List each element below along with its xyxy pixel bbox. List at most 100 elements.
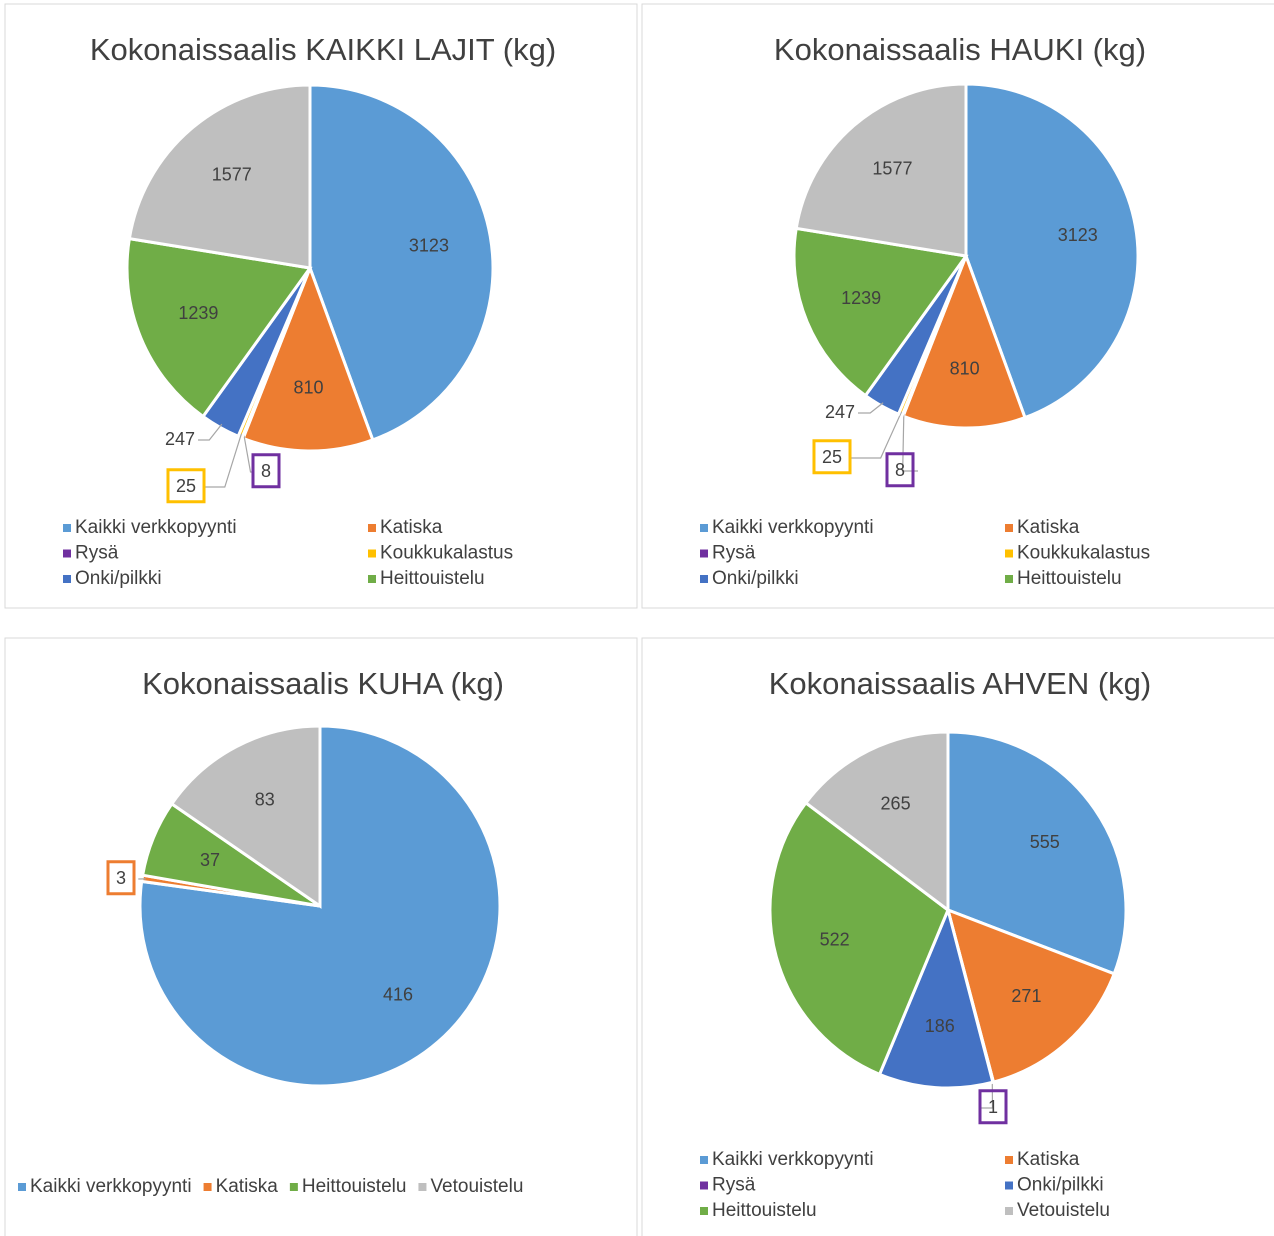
data-label: 810 — [950, 358, 980, 378]
pie-slice — [768, 800, 950, 1077]
legend-swatch — [418, 1183, 427, 1191]
data-label: 247 — [165, 429, 195, 449]
legend-label: Kaikki verkkopyynti — [30, 1176, 192, 1197]
legend-label: Onki/pilkki — [75, 568, 162, 589]
legend-label: Katiska — [216, 1176, 279, 1197]
chart-title: Kokonaissaalis KUHA (kg) — [142, 666, 504, 701]
pie-slice — [803, 730, 950, 914]
legend-label: Heittouistelu — [380, 568, 485, 589]
data-label: 1577 — [212, 165, 252, 185]
legend-label: Kaikki verkkopyynti — [712, 1149, 874, 1170]
legend-label: Heittouistelu — [1017, 568, 1122, 589]
panel — [641, 3, 1274, 609]
leader-line — [858, 402, 884, 414]
data-label: 416 — [383, 984, 413, 1004]
label-box — [812, 439, 852, 475]
pie-slice — [794, 82, 968, 258]
data-label: 555 — [1030, 832, 1060, 852]
pie-slice — [945, 907, 1117, 1084]
legend-label: Katiska — [1017, 1149, 1080, 1170]
data-label: 247 — [825, 402, 855, 422]
legend-label: Rysä — [712, 1175, 756, 1196]
pie-slice — [169, 724, 322, 909]
data-label: 25 — [176, 476, 196, 496]
legend-swatch — [368, 549, 376, 558]
legend-swatch — [1005, 1207, 1013, 1215]
legend-swatch — [1005, 575, 1013, 583]
legend-label: Koukkukalastus — [380, 543, 513, 564]
data-label: 3 — [116, 868, 126, 888]
legend-swatch — [1005, 1156, 1013, 1164]
legend-swatch — [700, 1156, 708, 1164]
pie-slice — [241, 263, 375, 453]
data-label: 271 — [1011, 986, 1041, 1006]
legend-label: Katiska — [380, 517, 443, 538]
legend-swatch — [63, 549, 71, 558]
legend-swatch — [368, 524, 376, 532]
data-label: 186 — [925, 1016, 955, 1036]
legend-swatch — [1005, 524, 1013, 532]
data-label: 1577 — [872, 158, 912, 178]
legend-swatch — [289, 1183, 298, 1191]
legend-label: Koukkukalastus — [1017, 543, 1150, 564]
data-label: 522 — [820, 930, 850, 950]
legend-label: Vetouistelu — [430, 1176, 523, 1197]
data-label: 1 — [988, 1097, 998, 1117]
legend-swatch — [700, 1181, 708, 1190]
data-label: 25 — [822, 447, 842, 467]
legend-swatch — [700, 575, 708, 583]
data-label: 1239 — [178, 303, 218, 323]
chart-title: Kokonaissaalis HAUKI (kg) — [774, 32, 1146, 67]
leader-line — [850, 411, 903, 459]
panel — [641, 637, 1274, 1236]
legend-label: Heittouistelu — [302, 1176, 407, 1197]
data-label: 3123 — [409, 236, 449, 256]
legend-label: Kaikki verkkopyynti — [712, 517, 874, 538]
label-box — [885, 452, 915, 488]
panel — [4, 3, 638, 609]
pie-slice — [127, 83, 312, 270]
pie-slice — [308, 83, 495, 442]
leader-line — [979, 1078, 994, 1109]
pie-slice — [125, 236, 313, 419]
legend-swatch — [63, 575, 71, 583]
data-label: 265 — [881, 794, 911, 814]
legend-swatch — [63, 524, 71, 532]
data-label: 810 — [294, 378, 324, 398]
legend-swatch — [203, 1183, 212, 1191]
legend-label: Heittouistelu — [712, 1200, 817, 1221]
chart-title: Kokonaissaalis AHVEN (kg) — [769, 666, 1152, 701]
panel — [4, 637, 638, 1236]
label-box — [978, 1089, 1008, 1125]
pie-slice — [792, 226, 969, 398]
label-box — [251, 453, 281, 489]
legend-swatch — [700, 524, 708, 532]
legend-label: Onki/pilkki — [712, 568, 799, 589]
legend-swatch — [1005, 549, 1013, 558]
data-label: 8 — [261, 461, 271, 481]
leader-line — [198, 423, 223, 441]
legend-swatch — [18, 1183, 26, 1191]
legend-label: Rysä — [75, 543, 119, 564]
data-label: 83 — [255, 790, 275, 810]
legend-swatch — [1005, 1181, 1013, 1190]
data-label: 8 — [895, 460, 905, 480]
label-box — [106, 860, 136, 896]
legend-label: Vetouistelu — [1017, 1200, 1110, 1221]
legend-swatch — [368, 575, 376, 583]
legend-label: Rysä — [712, 543, 756, 564]
legend-label: Kaikki verkkopyynti — [75, 517, 237, 538]
pie-slice — [946, 730, 1128, 976]
pie-slice — [877, 905, 995, 1090]
chart-title: Kokonaissaalis KAIKKI LAJIT (kg) — [90, 32, 556, 67]
pie-slice — [901, 251, 1027, 430]
data-label: 37 — [200, 850, 220, 870]
data-label: 3123 — [1058, 225, 1098, 245]
legend-label: Onki/pilkki — [1017, 1175, 1104, 1196]
pie-slice — [138, 724, 502, 1088]
label-box — [166, 468, 206, 504]
legend-label: Katiska — [1017, 517, 1080, 538]
legend-swatch — [700, 549, 708, 558]
data-label: 1239 — [841, 288, 881, 308]
